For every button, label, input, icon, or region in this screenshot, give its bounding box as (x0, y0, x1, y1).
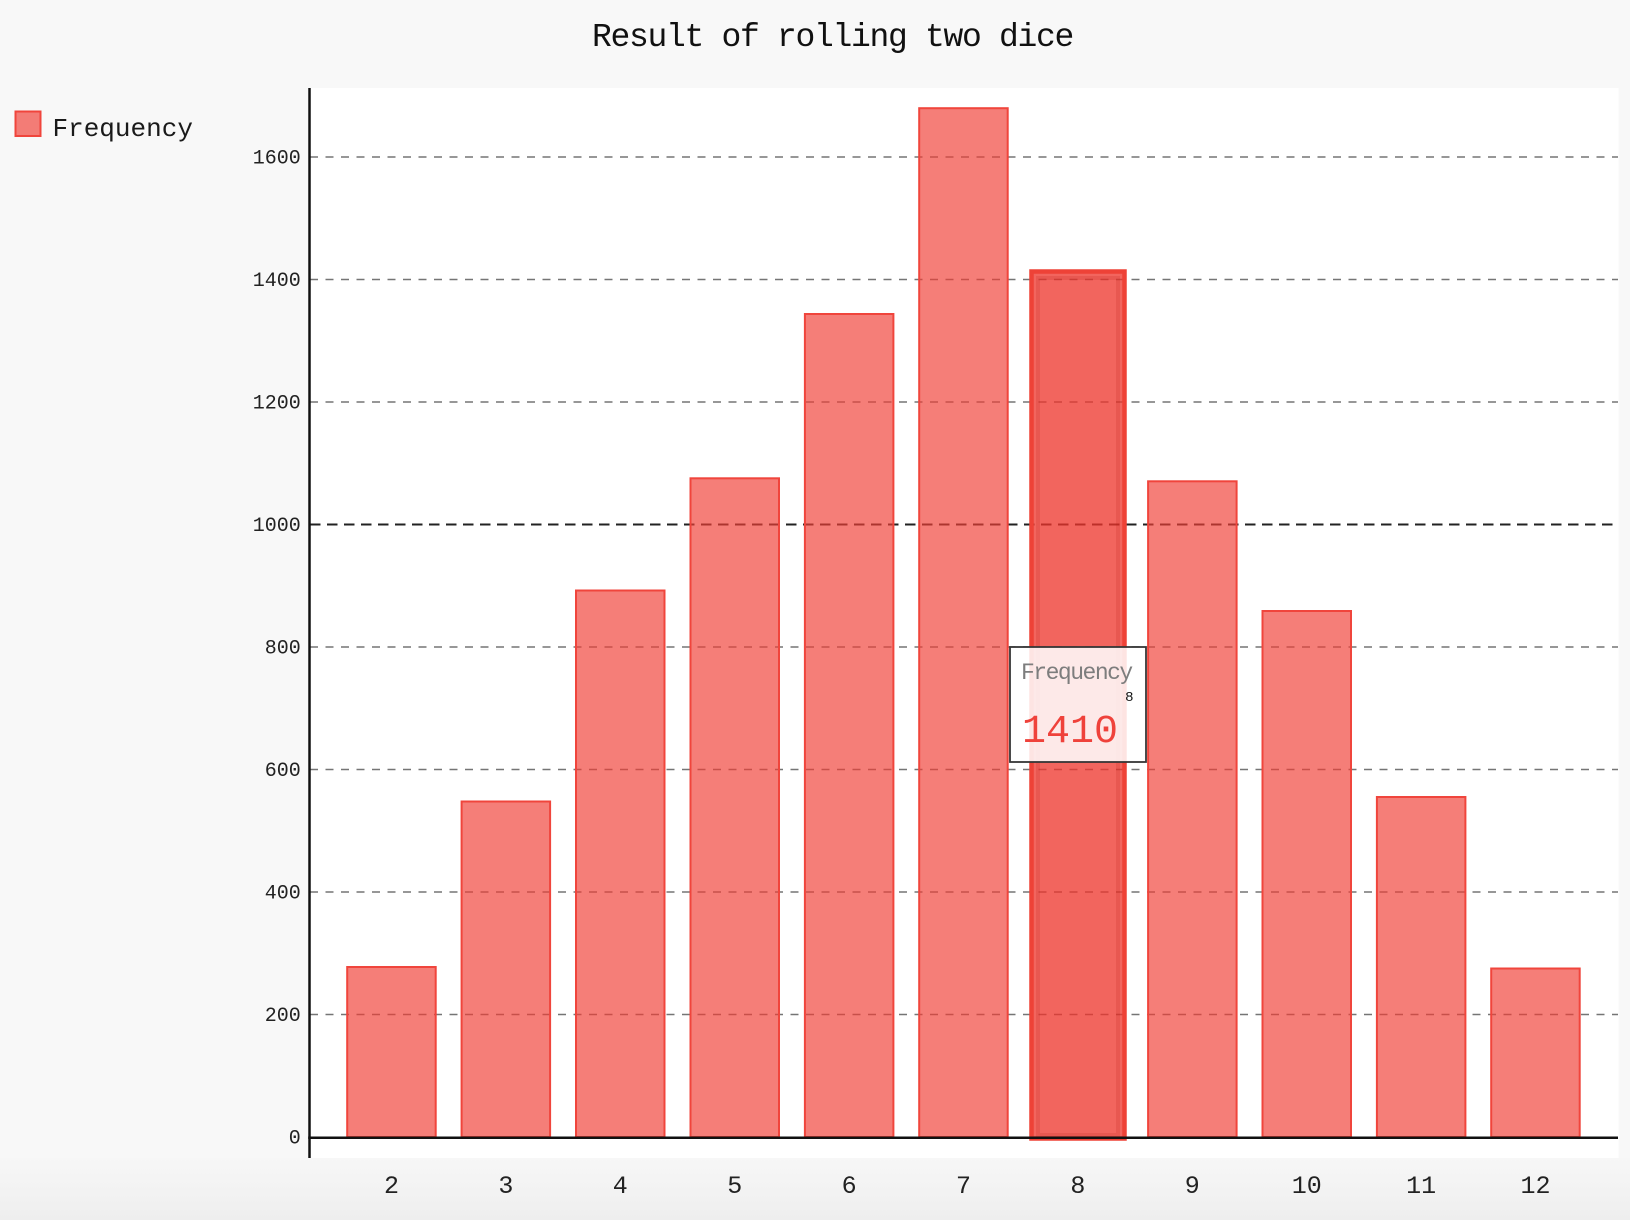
svg-text:Result of rolling two dice: Result of rolling two dice (592, 19, 1073, 56)
svg-text:5: 5 (727, 1172, 742, 1201)
svg-text:10: 10 (1292, 1172, 1322, 1201)
svg-text:0: 0 (289, 1128, 301, 1151)
svg-text:Frequency: Frequency (1021, 660, 1133, 686)
svg-text:12: 12 (1520, 1172, 1550, 1201)
svg-text:200: 200 (265, 1005, 301, 1028)
svg-text:8: 8 (1125, 690, 1133, 706)
svg-text:Frequency: Frequency (53, 114, 193, 144)
svg-text:1600: 1600 (253, 148, 301, 171)
svg-text:400: 400 (265, 883, 301, 906)
svg-text:3: 3 (498, 1172, 513, 1201)
svg-text:1400: 1400 (253, 270, 301, 293)
svg-text:8: 8 (1070, 1172, 1085, 1201)
svg-text:11: 11 (1406, 1172, 1436, 1201)
svg-text:4: 4 (613, 1172, 628, 1201)
svg-text:7: 7 (956, 1172, 971, 1201)
svg-text:6: 6 (842, 1172, 857, 1201)
svg-text:1000: 1000 (253, 515, 301, 538)
svg-text:9: 9 (1185, 1172, 1200, 1201)
svg-text:1200: 1200 (253, 393, 301, 416)
svg-text:1410: 1410 (1022, 710, 1118, 755)
svg-text:2: 2 (384, 1172, 399, 1201)
svg-text:600: 600 (265, 760, 301, 783)
svg-text:800: 800 (265, 638, 301, 661)
